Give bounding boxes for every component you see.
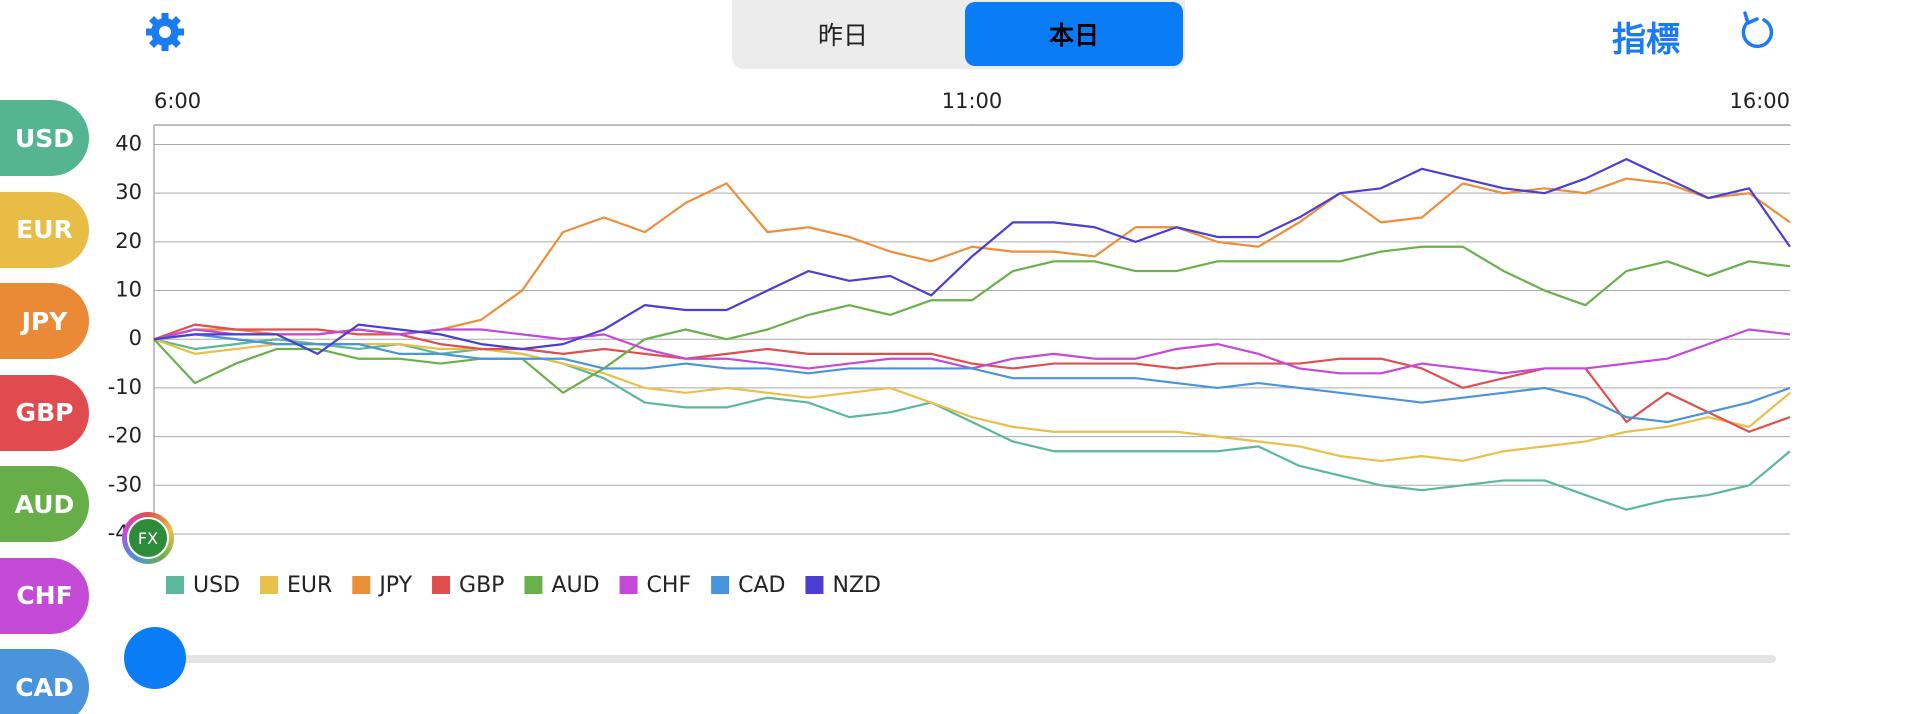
legend-swatch xyxy=(352,576,371,594)
legend-label: CHF xyxy=(647,573,692,598)
series-line xyxy=(153,177,1791,341)
tab-yesterday[interactable]: 昨日 xyxy=(817,21,868,50)
slider-knob[interactable] xyxy=(124,627,186,689)
series-line xyxy=(153,333,1791,424)
legend-label: AUD xyxy=(551,573,599,598)
legend-swatch xyxy=(711,576,730,594)
series-line xyxy=(153,328,1791,375)
slider-track xyxy=(154,655,1776,663)
y-tick-label: 20 xyxy=(115,229,142,253)
x-tick-label: 16:00 xyxy=(1729,89,1790,113)
y-tick-label: 40 xyxy=(115,131,142,155)
x-tick-label: 11:00 xyxy=(942,89,1003,113)
settings-button[interactable] xyxy=(143,10,187,54)
legend-label: CAD xyxy=(738,573,785,598)
y-tick-label: -20 xyxy=(108,424,142,448)
chart: -40-30-20-100102030406:0011:0016:00USDEU… xyxy=(108,89,1791,598)
series-line xyxy=(153,157,1791,355)
legend-swatch xyxy=(805,576,824,594)
currency-button[interactable]: CHF xyxy=(0,557,89,634)
series-line xyxy=(153,245,1791,394)
legend-label: GBP xyxy=(459,573,504,598)
series-line xyxy=(153,338,1791,511)
legend-swatch xyxy=(432,576,451,594)
refresh-button[interactable] xyxy=(1736,8,1778,54)
series-line xyxy=(153,323,1791,433)
x-tick-label: 6:00 xyxy=(154,89,201,113)
y-tick-label: -10 xyxy=(108,375,142,399)
y-tick-label: 30 xyxy=(115,180,142,204)
currency-button[interactable]: JPY xyxy=(0,283,89,359)
currency-button[interactable]: CAD xyxy=(0,649,89,714)
currency-button[interactable]: EUR xyxy=(0,191,89,268)
legend-label: EUR xyxy=(287,573,332,598)
currency-button[interactable]: AUD xyxy=(0,466,89,542)
day-switch: 昨日 本日 xyxy=(732,0,1185,69)
series-line xyxy=(153,338,1791,463)
currency-button[interactable]: USD xyxy=(0,100,89,176)
legend-swatch xyxy=(524,576,543,594)
legend-swatch xyxy=(166,576,184,594)
legend-label: NZD xyxy=(832,573,880,598)
y-tick-label: 10 xyxy=(115,278,142,302)
legend-swatch xyxy=(619,576,638,594)
y-tick-label: -30 xyxy=(108,472,142,496)
currency-button[interactable]: GBP xyxy=(0,374,89,451)
fx-badge[interactable]: FX xyxy=(122,512,174,564)
indicators-button[interactable]: 指標 xyxy=(1612,20,1680,60)
y-tick-label: 0 xyxy=(129,326,142,350)
legend-swatch xyxy=(260,576,279,594)
tab-today[interactable]: 本日 xyxy=(965,2,1183,66)
legend-label: JPY xyxy=(377,573,412,598)
fx-badge-text: FX xyxy=(127,517,169,559)
legend-label: USD xyxy=(193,573,240,598)
